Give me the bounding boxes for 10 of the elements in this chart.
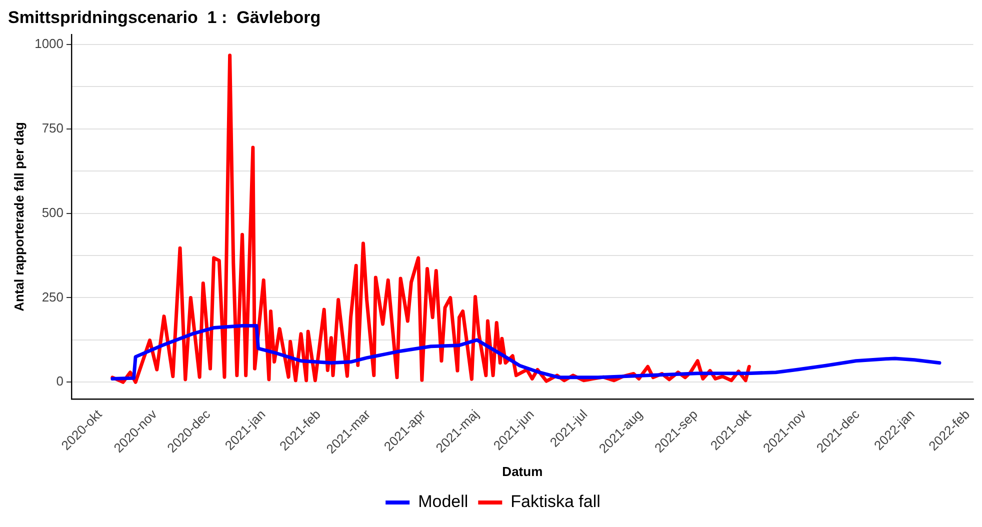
y-tick-label: 500: [42, 204, 64, 220]
x-axis-title: Datum: [502, 464, 543, 479]
legend-label: Modell: [418, 492, 468, 512]
y-axis-title: Antal rapporterade fall per dag: [11, 122, 26, 312]
legend-label: Faktiska fall: [510, 492, 600, 512]
y-tick-label: 250: [42, 289, 64, 304]
y-tick-label: 1000: [34, 36, 64, 52]
y-tick-label: 0: [56, 374, 64, 389]
y-tick-label: 750: [42, 120, 64, 136]
chart-title: Smittspridningscenario 1 : Gävleborg: [8, 8, 321, 27]
